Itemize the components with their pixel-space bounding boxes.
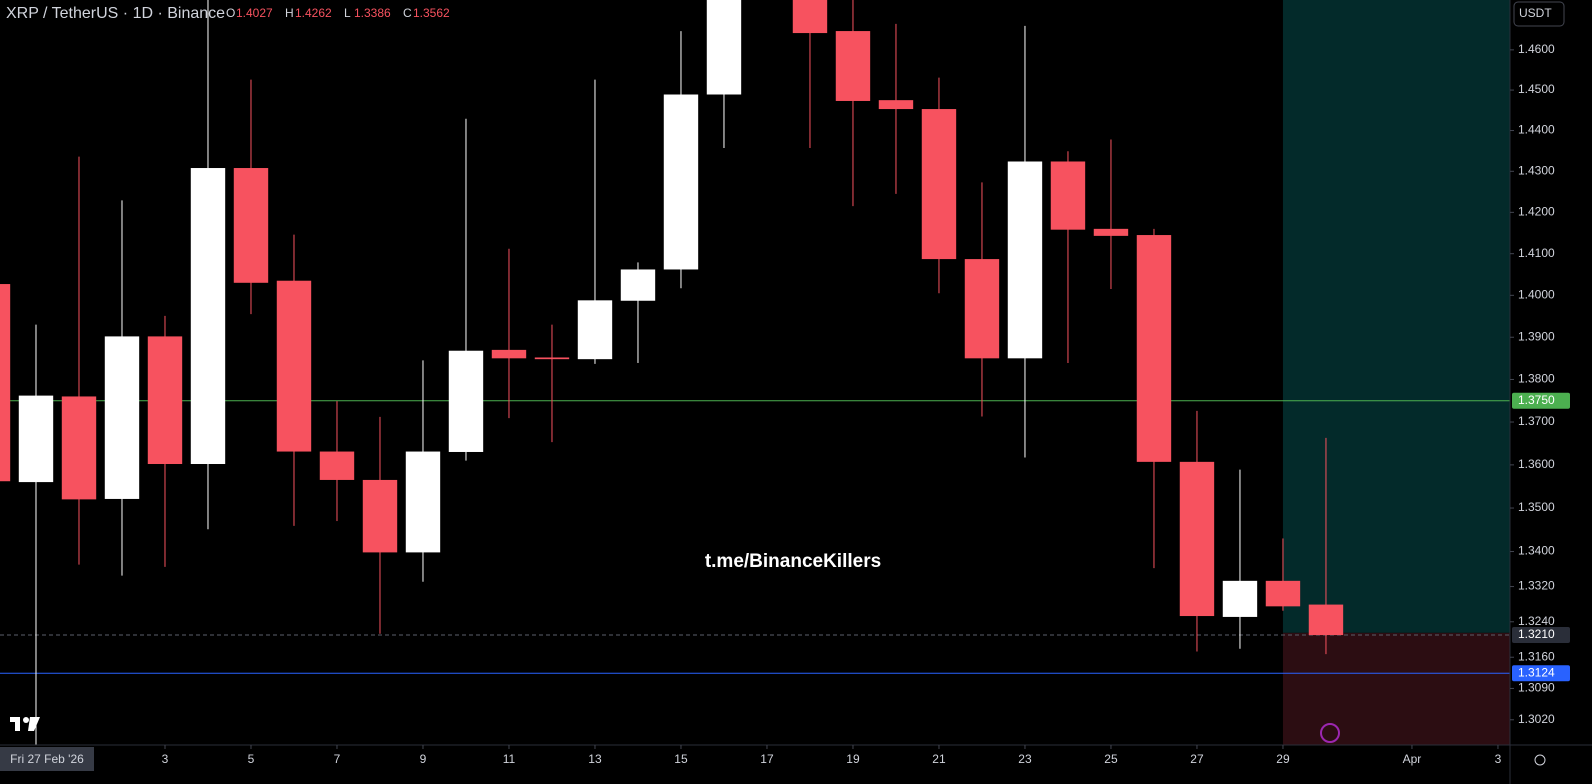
y-tick-label: 1.3160 — [1518, 649, 1555, 663]
x-tick-label: 17 — [760, 752, 774, 766]
candle-body — [1265, 580, 1301, 607]
alert-icon[interactable] — [1320, 723, 1340, 743]
candle-body — [1093, 228, 1129, 236]
candle-body — [104, 336, 140, 499]
candle-body — [491, 349, 527, 359]
ohlc-value: 1.3562 — [413, 6, 450, 20]
watermark: t.me/BinanceKillers — [705, 551, 881, 572]
ohlc-value: 1.4027 — [236, 6, 273, 20]
y-tick-label: 1.3400 — [1518, 544, 1555, 558]
currency-label[interactable]: USDT — [1519, 6, 1552, 20]
position-loss — [1282, 632, 1510, 745]
candle-body — [1136, 235, 1172, 462]
candle-body — [577, 300, 613, 360]
candle-body — [405, 451, 441, 553]
plot-area — [0, 0, 1510, 745]
x-tick-label: 23 — [1018, 752, 1032, 766]
price-label: 1.3210 — [1518, 627, 1555, 641]
price-label: 1.3124 — [1518, 665, 1555, 679]
candle-body — [276, 280, 312, 452]
price-label-box — [1512, 392, 1570, 409]
ohlc-key: O — [226, 6, 235, 20]
x-tick-label: 9 — [420, 752, 427, 766]
candle-body — [147, 336, 183, 465]
x-tick-label: 27 — [1190, 752, 1204, 766]
tv-logo — [10, 717, 40, 731]
y-tick-label: 1.3090 — [1518, 681, 1555, 695]
candle-body — [620, 269, 656, 301]
y-tick-label: 1.4200 — [1518, 205, 1555, 219]
candle-body — [878, 100, 914, 110]
candle-body — [448, 350, 484, 452]
price-label-box — [1512, 627, 1570, 644]
y-tick-label: 1.4300 — [1518, 163, 1555, 177]
settings-icon[interactable] — [1534, 754, 1546, 766]
ohlc-header: O 1.4027 H 1.4262 L 1.3386 C 1.3562 — [226, 6, 450, 20]
y-tick-label: 1.4000 — [1518, 287, 1555, 301]
candle-body — [1050, 161, 1086, 230]
candle-body — [0, 284, 11, 482]
x-tick-label: 29 — [1276, 752, 1290, 766]
ohlc-value: 1.3386 — [354, 6, 391, 20]
candle-body — [792, 0, 828, 34]
candle-body — [1179, 461, 1215, 617]
symbol-title: XRP / TetherUS · 1D · Binance — [6, 5, 225, 22]
candle-body — [61, 396, 97, 500]
candle-body — [362, 479, 398, 553]
position-profit — [1282, 0, 1510, 633]
x-tick-label: 13 — [588, 752, 602, 766]
candle-body — [1308, 604, 1344, 636]
crosshair-label-box — [0, 747, 94, 771]
candle-body — [1222, 580, 1258, 617]
candle-body — [964, 259, 1000, 359]
candle-body — [190, 168, 226, 465]
y-tick-label: 1.3240 — [1518, 614, 1555, 628]
candle-body — [534, 357, 570, 360]
price-label: 1.3750 — [1518, 393, 1555, 407]
x-tick-label: Apr — [1403, 752, 1422, 766]
y-tick-label: 1.4500 — [1518, 82, 1555, 96]
x-tick-label: 3 — [162, 752, 169, 766]
x-tick-label: 5 — [248, 752, 255, 766]
y-tick-label: 1.4600 — [1518, 42, 1555, 56]
crosshair-label: Fri 27 Feb '26 — [10, 752, 84, 766]
y-tick-label: 1.3800 — [1518, 372, 1555, 386]
candle-body — [835, 31, 871, 101]
ohlc-value: 1.4262 — [295, 6, 332, 20]
x-tick-label: 19 — [846, 752, 860, 766]
candle-body — [663, 94, 699, 270]
candle-body — [706, 0, 742, 95]
y-tick-label: 1.3600 — [1518, 457, 1555, 471]
candle-body — [233, 168, 269, 283]
x-tick-label: 3 — [1495, 752, 1502, 766]
ohlc-key: H — [285, 6, 294, 20]
ohlc-key: L — [344, 6, 351, 20]
y-tick-label: 1.3700 — [1518, 414, 1555, 428]
x-tick-label: 25 — [1104, 752, 1118, 766]
x-tick-label: 7 — [334, 752, 341, 766]
x-tick-label: 21 — [932, 752, 946, 766]
x-tick-label: 11 — [503, 752, 516, 766]
candle-body — [1007, 161, 1043, 359]
y-tick-label: 1.4100 — [1518, 246, 1555, 260]
currency-button[interactable] — [1513, 1, 1565, 27]
y-tick-label: 1.3020 — [1518, 712, 1555, 726]
x-tick-label: 15 — [674, 752, 688, 766]
candle-body — [18, 395, 54, 483]
y-tick-label: 1.3500 — [1518, 500, 1555, 514]
price-label-box — [1512, 665, 1570, 682]
y-tick-label: 1.3320 — [1518, 579, 1555, 593]
ohlc-key: C — [403, 6, 412, 20]
y-tick-label: 1.4400 — [1518, 123, 1555, 137]
candle-body — [319, 451, 355, 480]
y-tick-label: 1.3900 — [1518, 329, 1555, 343]
candle-body — [921, 109, 957, 260]
